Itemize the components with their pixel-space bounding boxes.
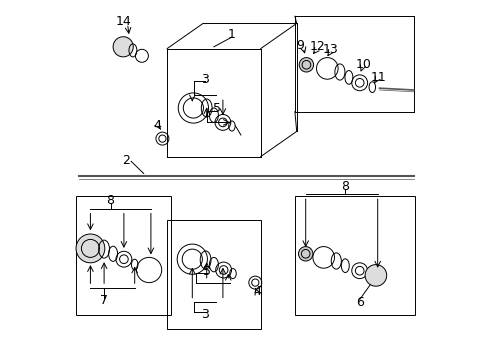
Bar (294, 196, 415, 315)
Text: 13: 13 (323, 43, 338, 56)
Text: 8: 8 (341, 180, 348, 193)
Bar (167, 220, 260, 329)
Text: 4: 4 (253, 285, 261, 298)
Text: 8: 8 (106, 194, 114, 207)
Text: 2: 2 (122, 154, 129, 167)
Text: 1: 1 (227, 28, 235, 41)
Text: 9: 9 (296, 39, 304, 51)
Text: 12: 12 (309, 40, 325, 53)
Circle shape (365, 265, 386, 286)
Text: 10: 10 (355, 58, 370, 71)
Text: 11: 11 (370, 71, 386, 84)
Text: 3: 3 (201, 309, 208, 321)
Text: 3: 3 (201, 73, 208, 86)
Text: 6: 6 (355, 296, 363, 309)
Circle shape (113, 37, 133, 57)
Circle shape (298, 247, 312, 261)
Bar (76, 196, 170, 315)
Circle shape (76, 234, 104, 263)
Text: 5: 5 (212, 102, 220, 115)
Text: 5: 5 (203, 265, 210, 278)
Text: 7: 7 (100, 294, 108, 307)
Text: 4: 4 (153, 119, 161, 132)
Text: 14: 14 (115, 15, 131, 28)
Circle shape (299, 58, 313, 72)
